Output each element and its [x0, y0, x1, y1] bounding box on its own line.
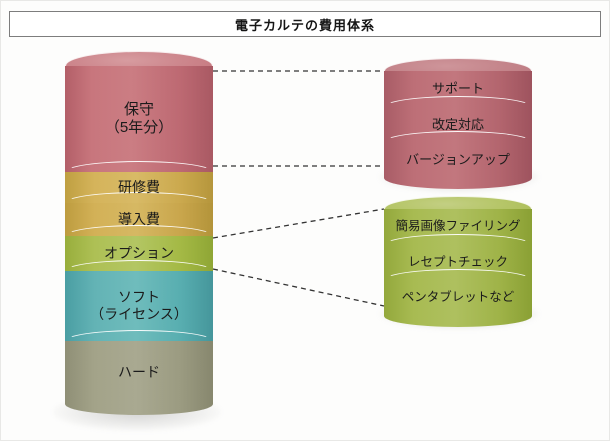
segment-donyuhi-band — [65, 203, 213, 247]
detail-segment-pentab-band — [384, 280, 532, 327]
main-stack: 保守 （5年分） 研修費 導入費 — [65, 51, 213, 415]
segment-option[interactable]: オプション — [65, 236, 213, 282]
segment-kenshuhi-band — [65, 172, 213, 214]
detail-segment-support[interactable]: サポート — [384, 71, 532, 118]
segment-donyuhi[interactable]: 導入費 — [65, 203, 213, 247]
segment-kenshuhi[interactable]: 研修費 — [65, 172, 213, 214]
hoshu-detail-stack: サポート 改定対応 バージョンアップ — [384, 58, 532, 189]
segment-hard[interactable]: ハード — [65, 341, 213, 415]
detail-segment-imaging[interactable]: 簡易画像ファイリング — [384, 209, 532, 256]
detail-segment-receipt[interactable]: レセプトチェック — [384, 245, 532, 291]
detail-segment-support-band — [384, 71, 532, 118]
segment-hoshu[interactable]: 保守 （5年分） — [65, 66, 213, 183]
detail-segment-version[interactable]: バージョンアップ — [384, 142, 532, 189]
segment-soft-band — [65, 271, 213, 352]
segment-hard-band — [65, 341, 213, 415]
title-box: 電子カルテの費用体系 — [9, 11, 601, 37]
detail-segment-receipt-band — [384, 245, 532, 291]
option-detail-stack: 簡易画像ファイリング レセプトチェック ペンタブレットなど — [384, 196, 532, 327]
connector-option-bottom — [212, 268, 385, 307]
segment-soft[interactable]: ソフト （ライセンス） — [65, 271, 213, 352]
segment-hoshu-band — [65, 66, 213, 183]
detail-segment-pentab[interactable]: ペンタブレットなど — [384, 280, 532, 327]
detail-segment-version-band — [384, 142, 532, 189]
page-title: 電子カルテの費用体系 — [234, 17, 375, 33]
segment-option-band — [65, 236, 213, 282]
detail-segment-kaitei-band — [384, 107, 532, 153]
detail-segment-kaitei[interactable]: 改定対応 — [384, 107, 532, 153]
detail-segment-imaging-band — [384, 209, 532, 256]
connector-option-top — [212, 208, 385, 239]
